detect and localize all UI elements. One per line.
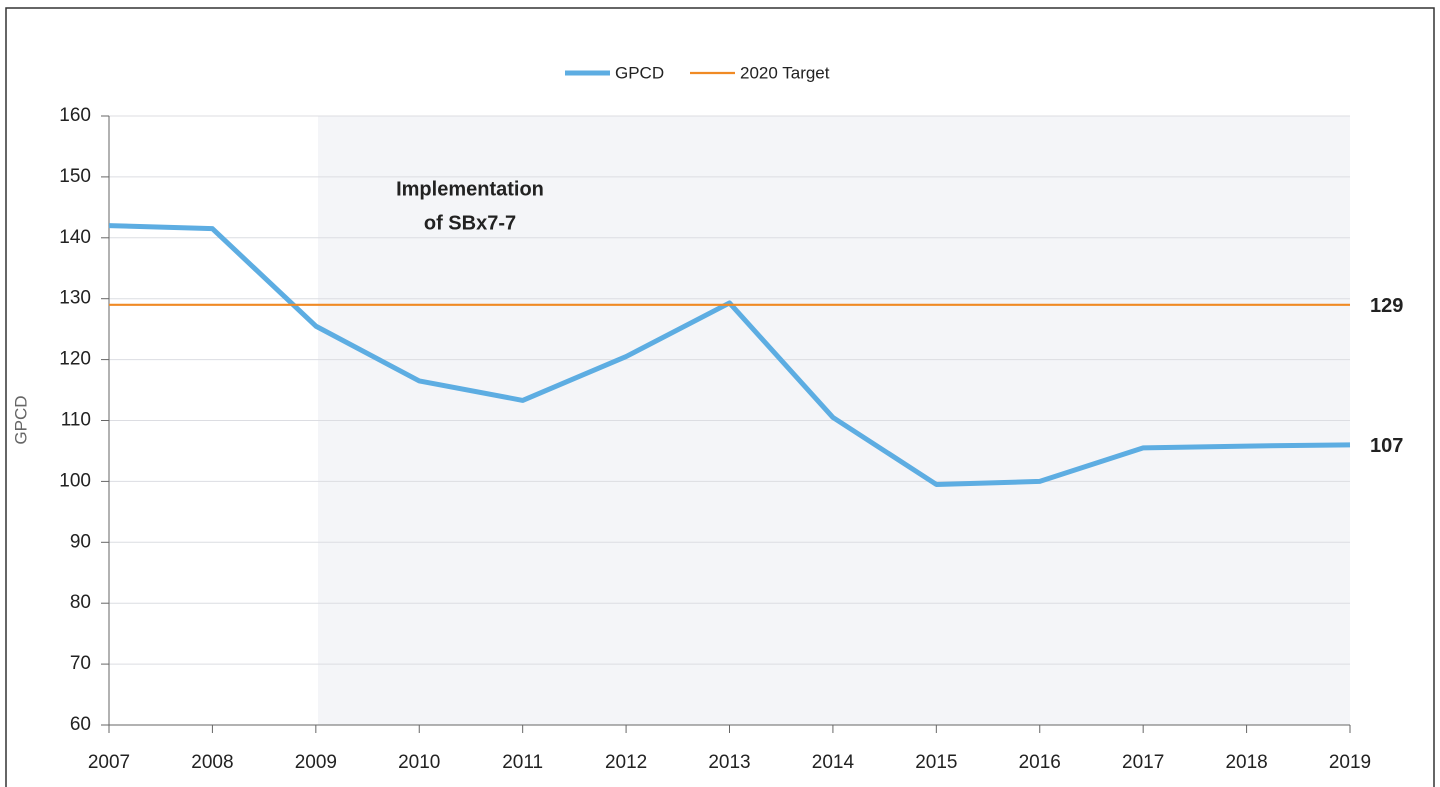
y-tick-label: 60 — [70, 714, 91, 735]
x-tick-label: 2007 — [88, 752, 130, 773]
y-tick-label: 100 — [59, 470, 91, 491]
series-line — [108, 223, 1351, 487]
x-tick-label: 2012 — [605, 752, 647, 773]
y-axis-label: GPCD — [11, 395, 30, 444]
x-tick-label: 2013 — [708, 752, 750, 773]
legend-text: GPCD — [615, 63, 664, 82]
x-tick-label: 2015 — [915, 752, 957, 773]
x-tick-label: 2011 — [502, 752, 543, 773]
x-tick-label: 2017 — [1122, 752, 1164, 773]
annotation: Implementation — [396, 178, 544, 200]
x-tick-label: 2018 — [1225, 752, 1267, 773]
y-tick-label: 70 — [70, 653, 91, 674]
y-tick-label: 110 — [61, 410, 91, 431]
x-tick-label: 2008 — [191, 752, 233, 773]
y-tick-label: 140 — [59, 227, 91, 248]
x-tick-label: 2016 — [1019, 752, 1061, 773]
annotation: of SBx7-7 — [424, 212, 516, 234]
x-tick-label: 2014 — [812, 752, 855, 773]
x-tick-label: 2009 — [295, 752, 337, 773]
y-tick-label: 150 — [59, 166, 91, 187]
y-tick-label: 80 — [70, 592, 91, 613]
x-tick-label: 2010 — [398, 752, 440, 773]
x-tick-label: 2019 — [1329, 752, 1371, 773]
end-label: 107 — [1370, 435, 1403, 457]
frame — [5, 7, 1435, 787]
end-label: 129 — [1370, 295, 1403, 317]
y-tick-label: 120 — [59, 349, 91, 370]
y-tick-label: 160 — [59, 105, 91, 126]
y-tick-label: 90 — [70, 531, 91, 552]
legend-text: 2020 Target — [740, 63, 830, 82]
y-tick-label: 130 — [59, 288, 91, 309]
